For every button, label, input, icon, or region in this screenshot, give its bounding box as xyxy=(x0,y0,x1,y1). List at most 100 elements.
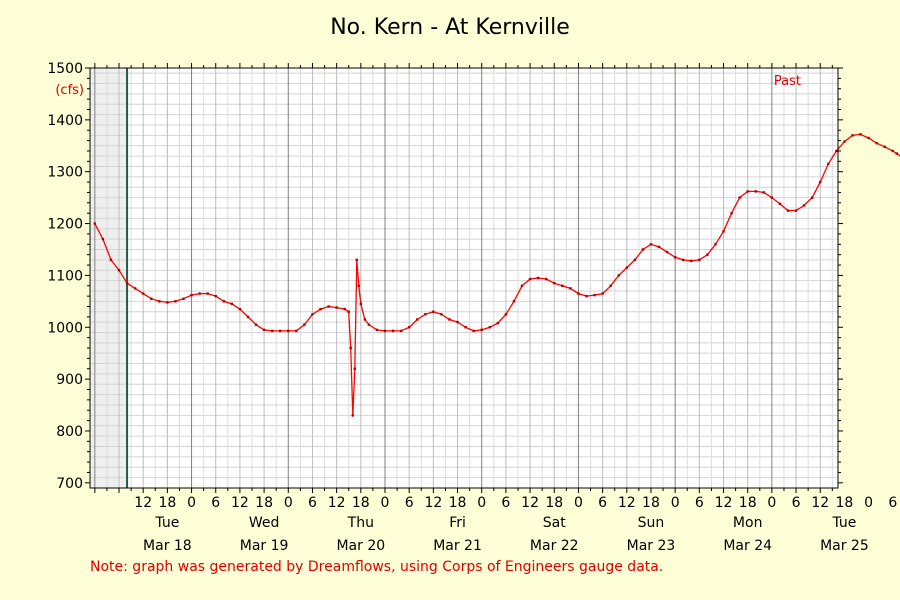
x-hour-label: 18 xyxy=(255,495,273,511)
x-hour-label: 12 xyxy=(715,495,733,511)
data-point xyxy=(303,323,306,326)
data-point xyxy=(125,281,129,285)
data-point xyxy=(835,149,838,153)
data-point xyxy=(141,292,145,295)
x-hour-label: 0 xyxy=(477,495,486,511)
data-point xyxy=(488,326,491,329)
x-hour-label: 6 xyxy=(501,495,510,511)
x-hour-label: 18 xyxy=(836,495,854,511)
x-hour-label: 6 xyxy=(792,495,801,511)
data-point xyxy=(222,300,225,303)
x-hour-label: 0 xyxy=(767,495,776,511)
day-name-label: Tue xyxy=(831,515,856,531)
day-name-label: Sat xyxy=(543,515,566,531)
data-point xyxy=(593,293,596,297)
y-tick-label: 1100 xyxy=(47,268,83,284)
data-point xyxy=(504,313,508,316)
data-point xyxy=(448,318,451,321)
data-point xyxy=(359,302,363,306)
data-point xyxy=(357,284,361,287)
y-tick-label: 1000 xyxy=(47,320,83,336)
data-point xyxy=(287,329,290,333)
x-hour-label: 12 xyxy=(231,495,249,511)
y-tick-label: 1300 xyxy=(47,165,83,181)
chart-title: No. Kern - At Kernville xyxy=(330,15,570,40)
data-point xyxy=(109,258,113,262)
x-hour-label: 12 xyxy=(134,495,152,511)
data-point xyxy=(617,274,620,277)
data-point xyxy=(311,313,314,316)
x-hour-label: 6 xyxy=(598,495,607,511)
data-point xyxy=(456,320,459,324)
data-point xyxy=(778,202,782,206)
data-point xyxy=(585,294,588,298)
data-point xyxy=(246,315,250,319)
day-name-label: Fri xyxy=(449,515,466,531)
data-point xyxy=(424,313,427,316)
day-name-label: Sun xyxy=(638,515,665,531)
x-hour-label: 6 xyxy=(695,495,704,511)
x-hour-label: 12 xyxy=(811,495,829,511)
data-point xyxy=(190,293,193,297)
data-point xyxy=(714,243,717,246)
data-point xyxy=(432,310,435,313)
x-hour-label: 18 xyxy=(352,495,370,511)
x-hour-label: 12 xyxy=(618,495,636,511)
data-point xyxy=(577,292,580,295)
data-point xyxy=(230,302,234,306)
date-label: Mar 18 xyxy=(143,538,192,554)
data-point xyxy=(351,414,354,417)
data-point xyxy=(295,329,298,333)
x-hour-label: 18 xyxy=(642,495,660,511)
data-point xyxy=(875,141,878,145)
data-point xyxy=(391,329,395,333)
data-point xyxy=(657,245,661,249)
data-point xyxy=(682,258,685,262)
data-point xyxy=(810,196,814,199)
day-name-label: Tue xyxy=(154,515,179,531)
plot-background xyxy=(90,68,838,488)
data-point xyxy=(754,190,757,193)
data-point xyxy=(262,328,266,332)
plot-border xyxy=(89,67,839,489)
data-point xyxy=(367,323,371,326)
data-point xyxy=(891,149,894,153)
data-point xyxy=(383,329,387,333)
data-point xyxy=(375,328,379,332)
data-point xyxy=(698,258,701,262)
date-label: Mar 24 xyxy=(723,538,772,554)
data-point xyxy=(520,284,524,287)
data-point xyxy=(254,323,258,326)
data-point xyxy=(349,346,352,350)
x-hour-label: 12 xyxy=(424,495,442,511)
data-point xyxy=(182,297,185,300)
x-hour-label: 0 xyxy=(864,495,873,511)
x-hour-label: 0 xyxy=(187,495,196,511)
x-hour-label: 0 xyxy=(671,495,680,511)
data-point xyxy=(198,292,201,295)
day-name-label: Thu xyxy=(347,515,374,531)
data-point xyxy=(673,256,677,259)
data-point xyxy=(722,230,725,233)
day-name-label: Mon xyxy=(733,515,763,531)
date-label: Mar 21 xyxy=(433,538,482,554)
data-point xyxy=(206,292,209,295)
data-point xyxy=(867,136,870,140)
date-label: Mar 25 xyxy=(820,538,869,554)
data-point xyxy=(347,310,350,313)
data-point xyxy=(327,305,330,308)
y-tick-label: 1200 xyxy=(47,217,83,233)
data-point xyxy=(270,329,274,333)
y-tick-label: 900 xyxy=(56,372,83,388)
data-point xyxy=(706,253,709,256)
data-point xyxy=(353,367,356,370)
data-point xyxy=(399,329,403,333)
y-tick-label: 700 xyxy=(56,476,83,492)
data-point xyxy=(770,196,774,199)
data-point xyxy=(480,328,483,332)
date-label: Mar 22 xyxy=(530,538,579,554)
past-annotation: Past xyxy=(774,74,801,89)
data-point xyxy=(279,329,282,333)
data-point xyxy=(843,140,846,143)
